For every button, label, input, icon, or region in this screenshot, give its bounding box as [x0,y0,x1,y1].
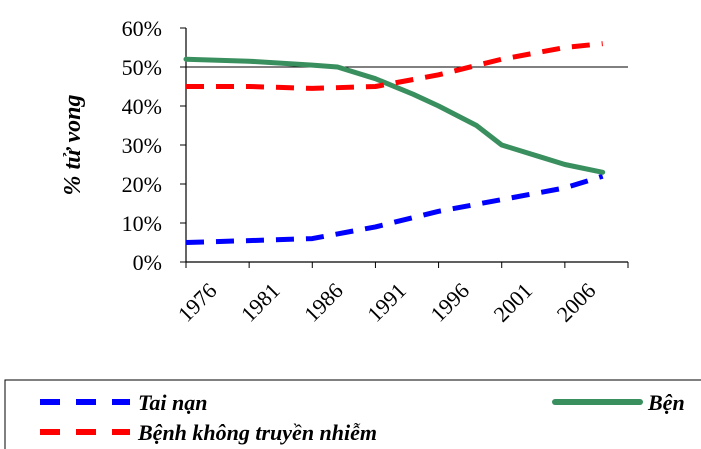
legend: Tai nạn Bện Bệnh không truyền nhiễm [4,379,701,449]
y-tick-label: 10% [122,211,162,236]
legend-frame [4,379,701,449]
x-tick-label: 1986 [299,278,348,327]
y-tick-label: 60% [122,16,162,41]
series-line-2 [186,41,603,91]
series-line-0 [185,173,604,245]
legend-label-1: Bện [647,390,685,415]
x-tick-label: 1996 [425,278,474,327]
y-tick-label: 30% [122,133,162,158]
x-tick-label: 1991 [362,278,411,327]
y-tick-label: 40% [122,94,162,119]
x-tick-label: 2001 [488,278,537,327]
plot-area: 0% 10% 20% 30% 40% 50% 60% 1976 1981 1986 1991 1996… [60,16,629,327]
legend-label-2: Bệnh không truyền nhiễm [137,420,377,445]
y-axis-label: % tử vong [60,94,86,195]
legend-label-0: Tai nạn [138,390,208,415]
y-tick-label: 0% [133,250,162,275]
x-tick-label: 2006 [552,278,601,327]
y-tick-label: 20% [122,172,162,197]
x-tick-label: 1981 [236,278,285,327]
series-line-1 [183,56,606,175]
x-tick-label: 1976 [173,278,222,327]
y-tick-label: 50% [122,55,162,80]
